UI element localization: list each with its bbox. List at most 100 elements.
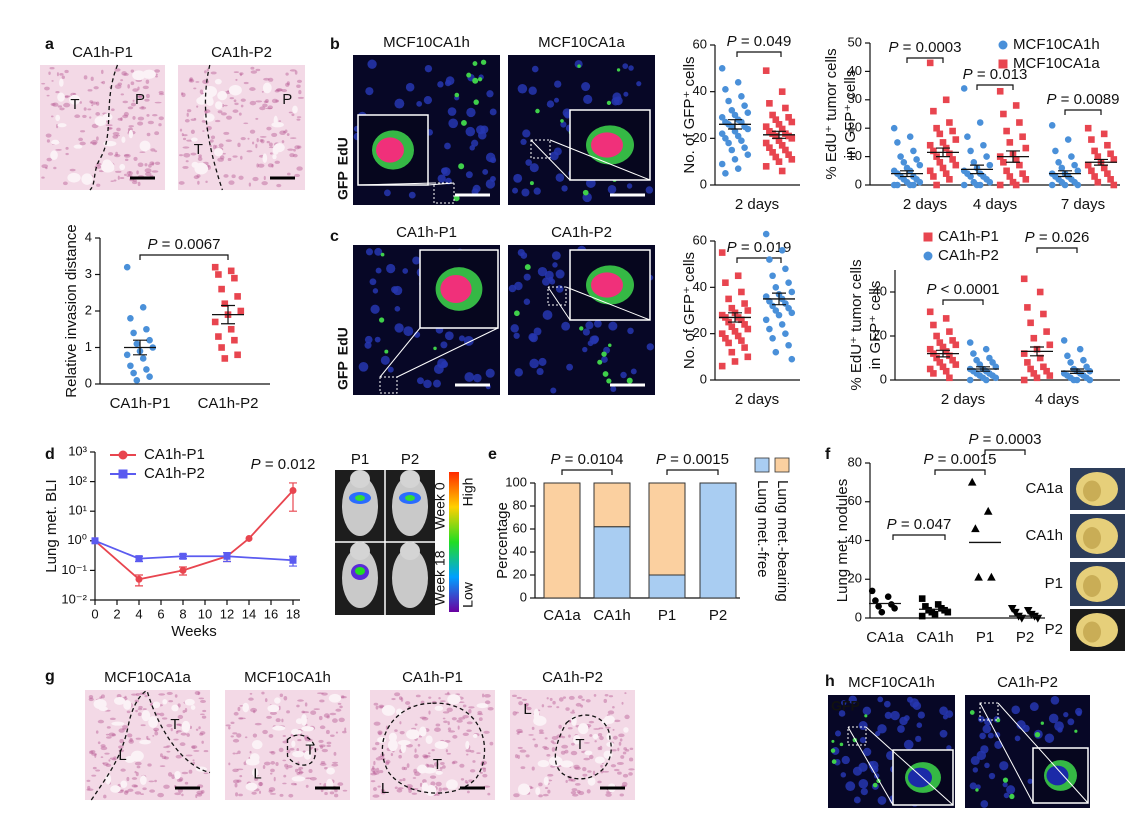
- nucleus: [408, 191, 416, 199]
- error-bar: [772, 292, 786, 306]
- lung-photo: [1070, 514, 1125, 558]
- gfp-cell: [831, 759, 837, 764]
- nucleus: [464, 372, 475, 382]
- tissue-texture: [285, 82, 290, 87]
- point: [1024, 359, 1031, 366]
- tissue-space: [51, 139, 60, 145]
- gfp-cell: [975, 788, 979, 792]
- y-tick-label: 2: [85, 302, 92, 317]
- point: [227, 267, 235, 275]
- tissue-space: [273, 115, 278, 126]
- nucleus: [387, 366, 394, 373]
- y-axis-title: in GFP⁺ cells: [867, 281, 884, 370]
- point: [1048, 122, 1056, 129]
- point: [718, 65, 726, 72]
- y-tick-label: 50: [848, 34, 862, 49]
- tissue-texture: [129, 737, 133, 743]
- point: [772, 284, 780, 291]
- tissue-texture: [552, 700, 556, 705]
- y-tick-label: 0: [855, 176, 862, 191]
- point: [772, 153, 780, 161]
- tissue-texture: [269, 792, 277, 795]
- tissue-texture: [274, 160, 280, 164]
- point: [785, 151, 792, 158]
- tissue-texture: [276, 183, 282, 188]
- tissue-texture: [370, 767, 377, 773]
- row-label: Week 18: [432, 550, 448, 605]
- region-label: L: [381, 780, 389, 797]
- nucleus: [601, 356, 608, 363]
- region-label: L: [523, 701, 531, 718]
- point: [986, 178, 994, 186]
- point: [936, 359, 944, 366]
- tissue-texture: [105, 763, 112, 767]
- y-axis-title: % EdU⁺ tumor cells: [823, 48, 840, 179]
- point: [946, 352, 953, 360]
- tissue-texture: [286, 764, 293, 769]
- tissue-texture: [91, 752, 97, 756]
- tissue-texture: [255, 100, 263, 103]
- nucleus: [862, 706, 872, 716]
- tissue-texture: [46, 94, 50, 97]
- tissue-space: [203, 86, 218, 98]
- point: [211, 263, 219, 271]
- y-tick-label: 0: [700, 371, 707, 386]
- tissue-texture: [296, 84, 301, 89]
- point: [782, 104, 789, 112]
- tissue-texture: [332, 761, 339, 764]
- tissue-texture: [250, 707, 258, 713]
- point: [939, 363, 947, 371]
- tissue-texture: [196, 105, 199, 108]
- point: [1027, 365, 1034, 373]
- tissue-texture: [93, 86, 99, 90]
- tissue-texture: [186, 733, 190, 737]
- point: [926, 365, 934, 373]
- tissue-texture: [193, 87, 197, 90]
- row-label: Week 0: [432, 482, 448, 529]
- tissue-texture: [286, 749, 291, 754]
- tissue-texture: [624, 714, 630, 720]
- tissue-texture: [108, 732, 116, 737]
- tissue-texture: [64, 69, 69, 74]
- point: [215, 333, 222, 340]
- inset-source: [433, 182, 455, 204]
- point: [738, 316, 745, 324]
- nucleus: [1076, 710, 1082, 717]
- nucleus: [383, 189, 391, 197]
- tissue-texture: [140, 793, 145, 796]
- tissue-texture: [446, 707, 453, 713]
- tissue-texture: [477, 710, 483, 715]
- tissue-texture: [281, 140, 285, 144]
- tissue-space: [228, 84, 242, 96]
- tissue-texture: [282, 782, 287, 785]
- point: [1040, 310, 1047, 318]
- tissue-texture: [617, 747, 620, 752]
- nucleus: [884, 711, 892, 720]
- point: [289, 487, 297, 495]
- tissue-texture: [259, 136, 267, 138]
- tissue-texture: [516, 732, 520, 735]
- point: [744, 109, 752, 116]
- tissue-texture: [180, 732, 187, 736]
- point: [1091, 173, 1098, 180]
- micrograph: [225, 690, 350, 800]
- tissue-texture: [124, 695, 127, 699]
- significance-bracket: [666, 469, 719, 475]
- tissue-texture: [317, 692, 324, 695]
- p-value: P = 0.0015: [656, 451, 729, 468]
- point: [916, 178, 924, 186]
- point: [738, 118, 745, 126]
- nucleus: [581, 82, 591, 92]
- tissue-texture: [217, 157, 224, 162]
- tissue-texture: [181, 133, 184, 137]
- tissue-texture: [83, 107, 87, 111]
- nucleus: [552, 262, 558, 268]
- tissue-texture: [79, 141, 86, 146]
- tissue-texture: [598, 727, 604, 730]
- gfp-cell: [601, 351, 607, 357]
- panel-label: f: [825, 446, 831, 463]
- region-label: T: [305, 741, 314, 758]
- tissue-texture: [628, 768, 635, 771]
- tissue-space: [396, 708, 403, 716]
- tissue-texture: [123, 153, 131, 158]
